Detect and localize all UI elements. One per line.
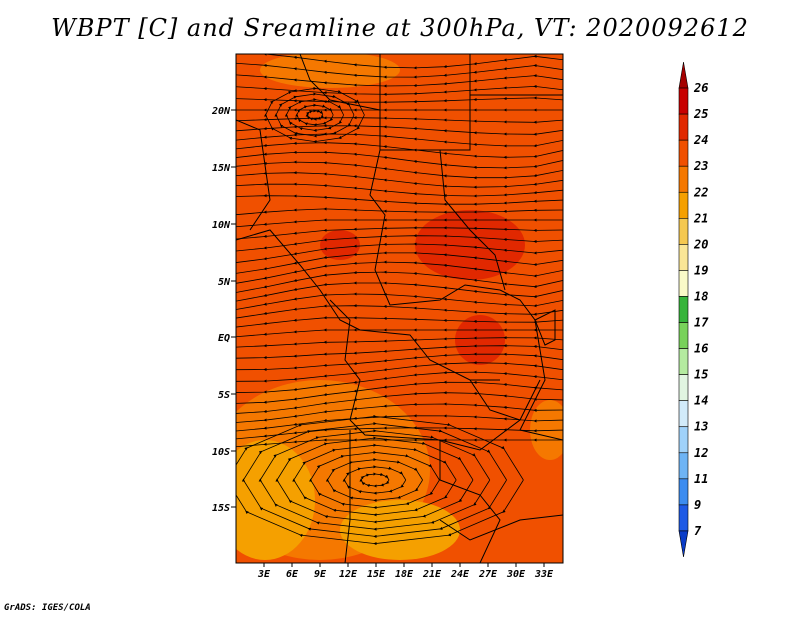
lon-label: 30E [506,569,526,580]
lat-label: 15N [212,163,231,174]
streamline [236,328,563,338]
warm-patch-central [415,210,525,280]
colorbar-swatch [678,452,689,480]
warm-patch-equator [455,315,505,365]
lon-label: 3E [257,569,271,580]
colorbar-swatch [678,400,689,428]
colorbar-label: 24 [693,133,708,147]
streamline [236,194,563,206]
cool-patch-north [260,54,400,88]
colorbar-label: 14 [694,394,708,408]
streamline [236,218,563,228]
colorbar-label: 19 [694,263,708,277]
lon-label: 6E [286,569,299,580]
colorbar-label: 16 [694,342,708,356]
colorbar-label: 12 [694,446,708,460]
lat-label: 15S [212,503,230,514]
colorbar-swatch [678,244,689,271]
colorbar-swatch [678,322,689,349]
colorbar-label: 11 [694,472,708,486]
colorbar-label: 21 [693,211,708,225]
lon-label: 24E [450,569,470,580]
lon-label: 27E [478,569,498,580]
streamline [236,226,563,240]
coolest-patch-southwest [236,440,315,560]
colorbar-swatch [678,61,689,89]
colorbar-label: 26 [693,81,708,95]
colorbar-swatch [678,191,689,219]
cool-patch-east [530,400,563,460]
latitude-axis: 20N 15N 10N 5N EQ 5S 10S 15S [211,106,236,514]
colorbar-swatch [678,87,689,115]
streamline [236,316,563,328]
streamlines [236,54,563,546]
colorbar-swatch [678,504,689,532]
colorbar: 26 25 24 23 22 21 20 19 18 17 16 15 14 13 12 11 9 7 [678,61,709,558]
lat-label: 10N [212,220,231,231]
warm-patch-west [320,230,360,260]
map-title: WBPT [C] and Sreamline at 300hPa, VT: 20… [51,14,749,42]
lat-label: 5S [218,390,230,401]
colorbar-swatch [678,530,689,558]
colorbar-label: 17 [694,316,709,330]
lat-label: 20N [211,106,231,117]
colorbar-swatch [678,478,689,506]
country-borders [236,54,563,563]
streamline [236,414,524,546]
colorbar-swatch [678,139,689,167]
lon-label: 12E [339,569,358,580]
colorbar-label: 25 [693,107,708,121]
colorbar-swatch [678,218,689,245]
colorbar-label: 22 [693,185,708,199]
colorbar-swatch [678,426,689,454]
map-frame [235,53,564,564]
lat-label: EQ [218,333,230,344]
lon-label: 21E [422,569,442,580]
colorbar-swatch [678,113,689,141]
lat-label: 5N [218,277,231,288]
colorbar-label: 9 [694,498,701,512]
colorbar-label: 23 [693,159,708,173]
streamline [236,304,563,319]
lon-label: 18E [395,569,414,580]
colorbar-label: 18 [694,289,708,303]
colorbar-swatch [678,165,689,193]
colorbar-swatch [678,374,689,401]
colorbar-label: 15 [694,368,708,382]
temperature-field [236,54,563,563]
streamline [264,86,365,144]
lon-label: 9E [314,569,327,580]
lon-label: 33E [534,569,554,580]
colorbar-label: 20 [693,237,708,251]
lon-label: 15E [367,569,386,580]
streamline [236,207,563,216]
colorbar-swatch [678,348,689,375]
lat-label: 10S [212,447,230,458]
grads-credit: GrADS: IGES/COLA [4,603,91,613]
colorbar-swatch [678,296,689,323]
colorbar-swatch [678,270,689,297]
colorbar-label: 13 [694,420,708,434]
longitude-axis: 3E 6E 9E 12E 15E 18E 21E 24E 27E 30E 33E [257,563,554,580]
colorbar-label: 7 [694,524,702,538]
